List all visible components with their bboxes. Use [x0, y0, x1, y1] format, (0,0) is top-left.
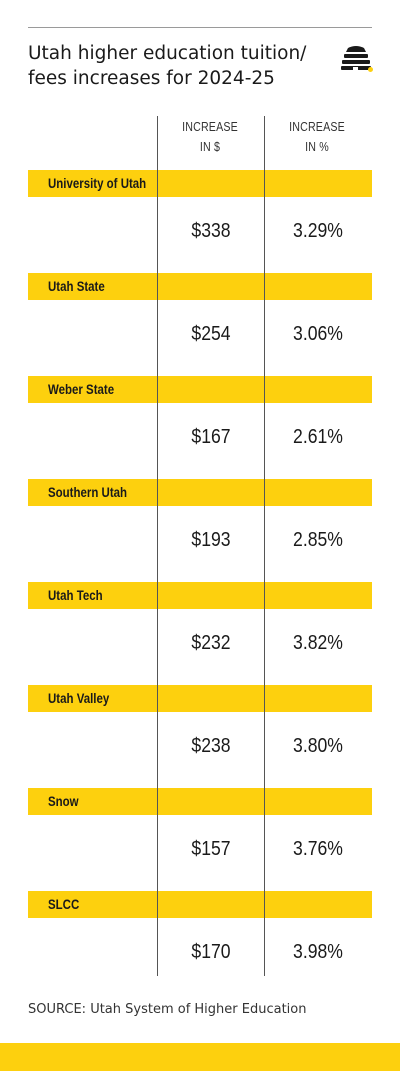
institution-name: Utah State — [48, 279, 105, 294]
institution-name: SLCC — [48, 897, 80, 912]
increase-dollars-value: $254 — [191, 323, 231, 345]
chart-title: Utah higher education tuition/ fees incr… — [28, 43, 307, 89]
increase-percent-value: 3.76% — [293, 838, 343, 860]
increase-dollars-value: $167 — [191, 426, 231, 448]
institution-bar — [28, 685, 372, 712]
institution-bar — [28, 170, 372, 197]
increase-dollars-value: $338 — [191, 220, 231, 242]
institution-bar — [28, 788, 372, 815]
institution-name: Utah Valley — [48, 691, 110, 706]
increase-dollars-value: $193 — [191, 529, 231, 551]
top-rule — [28, 27, 372, 28]
increase-percent-value: 3.29% — [293, 220, 343, 242]
institution-bar — [28, 479, 372, 506]
increase-dollars-value: $157 — [191, 838, 231, 860]
increase-dollars-value: $232 — [191, 632, 231, 654]
increase-percent-value: 3.98% — [293, 941, 343, 963]
increase-dollars-value: $170 — [191, 941, 231, 963]
increase-percent-value: 2.85% — [293, 529, 343, 551]
institution-bar — [28, 273, 372, 300]
increase-percent-value: 3.06% — [293, 323, 343, 345]
column-divider-left — [157, 116, 158, 976]
beehive-icon — [341, 46, 373, 72]
institution-name: Snow — [48, 794, 79, 809]
institution-bar — [28, 582, 372, 609]
increase-dollars-value: $238 — [191, 735, 231, 757]
increase-percent-value: 2.61% — [293, 426, 343, 448]
column-header-dollars: INCREASE IN $ — [169, 117, 251, 157]
institution-name: Weber State — [48, 382, 115, 397]
institution-name: Utah Tech — [48, 588, 103, 603]
footer-band — [0, 1043, 400, 1071]
column-header-dollars-text: INCREASE IN $ — [182, 119, 238, 154]
institution-name: Southern Utah — [48, 485, 128, 500]
column-divider-right — [264, 116, 265, 976]
increase-percent-value: 3.82% — [293, 632, 343, 654]
institution-bar — [28, 376, 372, 403]
source-note: SOURCE: Utah System of Higher Education — [28, 1002, 307, 1017]
column-header-percent-text: INCREASE IN % — [289, 119, 345, 154]
increase-percent-value: 3.80% — [293, 735, 343, 757]
column-header-percent: INCREASE IN % — [276, 117, 358, 157]
institution-name: University of Utah — [48, 176, 147, 191]
institution-bar — [28, 891, 372, 918]
